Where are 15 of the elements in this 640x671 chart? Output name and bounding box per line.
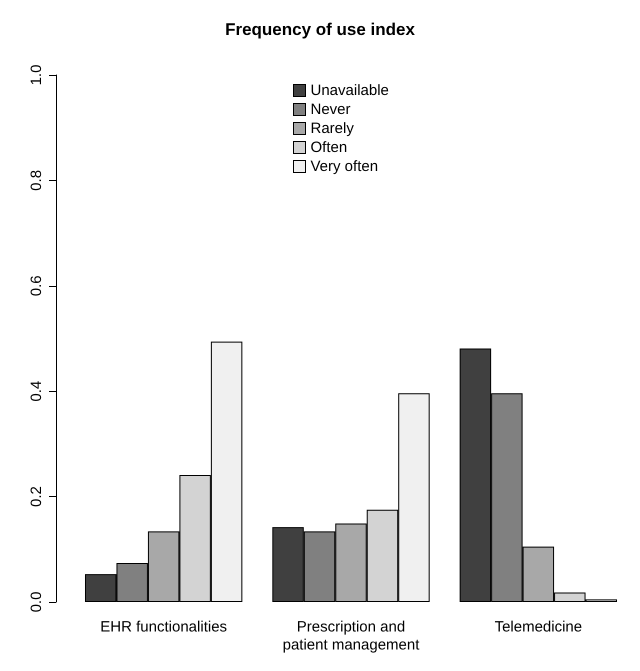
x-tick-label: EHR functionalities xyxy=(100,618,228,636)
y-tick-label: 0.2 xyxy=(28,486,45,508)
y-tick-label: 0.4 xyxy=(28,380,45,402)
y-tick-label: 0.8 xyxy=(28,170,45,191)
y-tick-label: 0.6 xyxy=(28,275,45,296)
x-tick-label: Telemedicine xyxy=(494,618,582,636)
legend-label: Rarely xyxy=(310,120,354,137)
y-tick-label: 1.0 xyxy=(28,64,45,86)
legend-label: Often xyxy=(310,139,348,156)
y-tick-label: 0.0 xyxy=(28,592,45,612)
legend-label: Very often xyxy=(310,158,378,175)
legend-label: Never xyxy=(310,101,351,118)
chart-title: Frequency of use index xyxy=(225,20,416,39)
legend-label: Unavailable xyxy=(310,82,389,99)
x-tick-label: Prescription and patient management xyxy=(282,618,420,654)
